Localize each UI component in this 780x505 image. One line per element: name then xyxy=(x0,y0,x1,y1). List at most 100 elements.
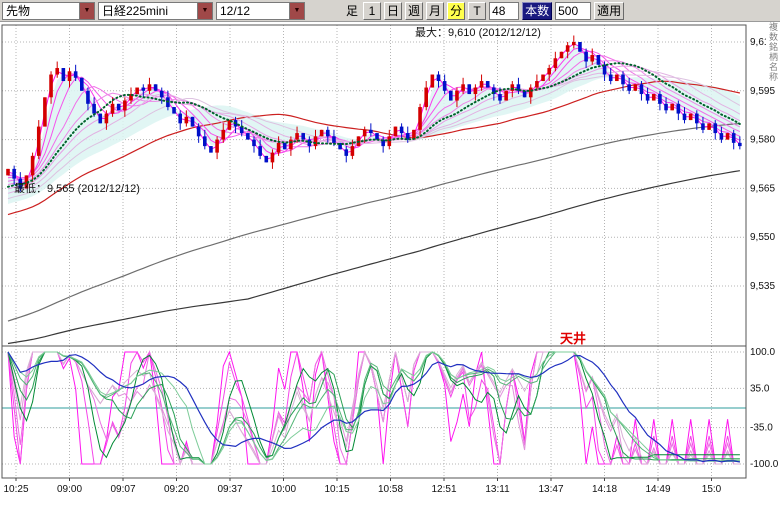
ashi-label: 足 xyxy=(344,2,360,19)
candle-body xyxy=(437,75,441,82)
y-tick-label: 9,580 xyxy=(750,135,775,146)
candle-body xyxy=(31,156,35,176)
candle-body xyxy=(461,84,465,91)
candle-body xyxy=(86,91,90,104)
instrument-type-value: 先物 xyxy=(3,3,79,19)
instrument-select[interactable]: 日経225mini ▼ xyxy=(98,2,213,20)
candle-body xyxy=(590,55,594,62)
oscillator-panel xyxy=(2,352,746,464)
apply-button[interactable]: 適用 xyxy=(594,2,624,20)
ceiling-label: 天井 xyxy=(560,331,586,346)
candle-body xyxy=(732,133,736,143)
candle-body xyxy=(400,127,404,134)
candle-body xyxy=(289,140,293,150)
candle-body xyxy=(646,94,650,101)
candle-body xyxy=(62,68,66,81)
candle-body xyxy=(738,143,742,146)
bars-button[interactable]: 本数 xyxy=(522,2,552,20)
candle-body xyxy=(295,133,299,140)
period-month-button[interactable]: 月 xyxy=(426,2,444,20)
candle-body xyxy=(578,42,582,52)
price-chart[interactable]: 9,6109,5959,5809,5659,5509,535100.035.0-… xyxy=(0,22,780,500)
period-minute-button[interactable]: 分 xyxy=(447,2,465,20)
candle-body xyxy=(363,130,367,137)
candle-body xyxy=(670,104,674,111)
candle-body xyxy=(265,156,269,163)
candle-body xyxy=(148,84,152,91)
candle-body xyxy=(572,42,576,45)
bars-count-input[interactable] xyxy=(555,2,591,20)
candle-body xyxy=(98,114,102,124)
y-tick-label: 100.0 xyxy=(750,347,775,358)
candle-body xyxy=(720,133,724,140)
candle-body xyxy=(455,91,459,101)
date-value: 12/12 xyxy=(217,3,289,19)
candle-body xyxy=(424,88,428,108)
instrument-type-select[interactable]: 先物 ▼ xyxy=(2,2,95,20)
candle-body xyxy=(185,117,189,124)
tick-count-input[interactable] xyxy=(489,2,519,20)
x-tick-label: 09:20 xyxy=(164,484,189,495)
candle-body xyxy=(621,75,625,85)
candle-body xyxy=(80,78,84,91)
x-tick-label: 14:18 xyxy=(592,484,617,495)
candle-body xyxy=(203,136,207,146)
ma-gray xyxy=(8,124,740,322)
period-day-button[interactable]: 日 xyxy=(384,2,402,20)
x-tick-label: 10:58 xyxy=(378,484,403,495)
candle-body xyxy=(221,130,225,140)
candle-body xyxy=(541,75,545,82)
chevron-down-icon[interactable]: ▼ xyxy=(289,3,304,19)
candle-body xyxy=(597,55,601,65)
x-tick-label: 10:25 xyxy=(3,484,28,495)
x-tick-label: 12:51 xyxy=(431,484,456,495)
chevron-down-icon[interactable]: ▼ xyxy=(197,3,212,19)
y-tick-label: 9,565 xyxy=(750,183,775,194)
candle-body xyxy=(74,71,78,78)
candle-body xyxy=(209,146,213,153)
candle-body xyxy=(695,114,699,124)
x-tick-label: 14:49 xyxy=(645,484,670,495)
candle-body xyxy=(178,114,182,124)
candle-body xyxy=(55,68,59,75)
candle-body xyxy=(344,149,348,156)
candle-body xyxy=(6,169,10,176)
candle-body xyxy=(252,140,256,147)
candle-body xyxy=(258,146,262,156)
chevron-down-icon[interactable]: ▼ xyxy=(79,3,94,19)
candle-body xyxy=(160,91,164,98)
date-select[interactable]: 12/12 ▼ xyxy=(216,2,305,20)
toolbar: 先物 ▼ 日経225mini ▼ 12/12 ▼ 足 1 日 週 月 分 T 本… xyxy=(0,0,780,22)
candle-body xyxy=(123,101,127,111)
candle-body xyxy=(154,84,158,91)
candle-body xyxy=(689,114,693,121)
candle-body xyxy=(105,114,109,124)
candle-body xyxy=(443,81,447,91)
candle-body xyxy=(634,84,638,91)
candle-body xyxy=(449,91,453,101)
ma-band xyxy=(8,46,740,204)
candle-body xyxy=(215,140,219,153)
candle-body xyxy=(142,88,146,91)
candle-body xyxy=(43,97,47,126)
candle-body xyxy=(486,81,490,88)
candle-body xyxy=(49,75,53,98)
candle-body xyxy=(615,75,619,82)
period-1-button[interactable]: 1 xyxy=(363,2,381,20)
candle-body xyxy=(474,88,478,95)
candle-body xyxy=(707,123,711,130)
x-axis-labels: 10:2509:0009:0709:2009:3710:0010:1510:58… xyxy=(3,478,721,495)
tick-button[interactable]: T xyxy=(468,2,486,20)
candle-body xyxy=(480,81,484,88)
x-tick-label: 15:0 xyxy=(702,484,722,495)
candle-body xyxy=(504,91,508,101)
candle-body xyxy=(511,84,515,91)
period-week-button[interactable]: 週 xyxy=(405,2,423,20)
candle-body xyxy=(658,94,662,104)
y-tick-label: 9,595 xyxy=(750,86,775,97)
candle-body xyxy=(37,127,41,156)
candle-body xyxy=(111,104,115,114)
x-tick-label: 09:07 xyxy=(110,484,135,495)
candle-body xyxy=(627,84,631,91)
x-tick-label: 10:15 xyxy=(324,484,349,495)
